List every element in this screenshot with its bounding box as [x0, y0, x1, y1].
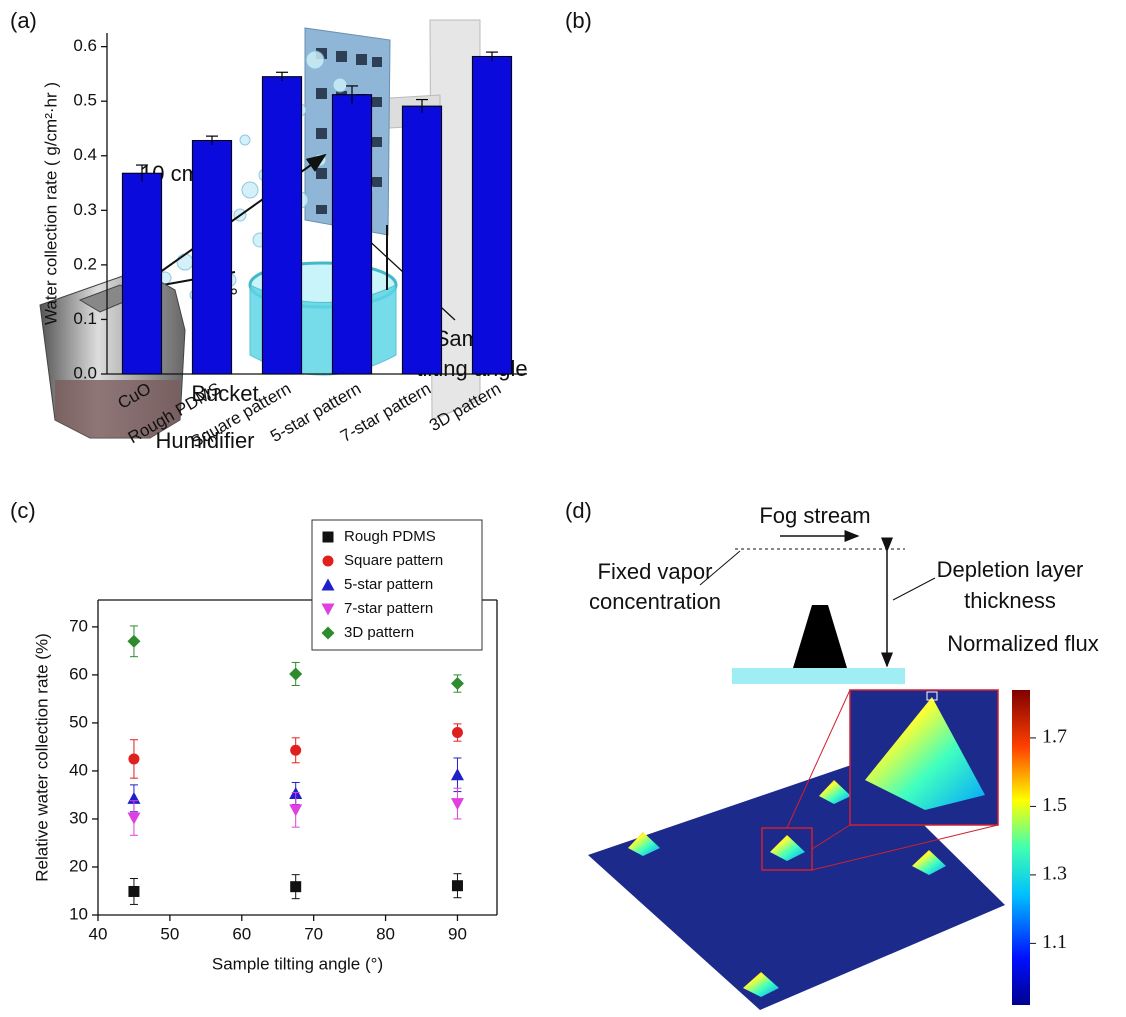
inset-pyramid	[865, 697, 985, 810]
zoom-line	[811, 824, 999, 871]
y-tick-label: 30	[69, 808, 88, 827]
point	[451, 727, 463, 739]
y-tick-label: 20	[69, 856, 88, 875]
bar	[121, 172, 163, 375]
y-tick-label: 0.0	[73, 363, 97, 382]
point	[127, 634, 141, 648]
y-tick-label: 0.5	[73, 91, 97, 110]
y-tick-label: 50	[69, 712, 88, 731]
apex	[926, 691, 938, 701]
colorbar	[1012, 690, 1030, 1005]
zoom-line	[786, 689, 851, 829]
y-tick-label: 40	[69, 760, 88, 779]
point	[290, 744, 302, 756]
fog-label: Fog stream	[759, 503, 870, 528]
y-tick-label: 60	[69, 664, 88, 683]
legend-marker	[322, 531, 334, 543]
y-tick-label: 0.6	[73, 36, 97, 55]
y-tick-label: 0.1	[73, 309, 97, 328]
colorbar-title: Normalized flux	[947, 631, 1099, 656]
legend-label: 7-star pattern	[344, 600, 433, 617]
bar	[191, 139, 233, 375]
x-tick-label: 40	[89, 924, 108, 943]
bar	[471, 55, 513, 375]
zoom-line	[811, 824, 851, 850]
x-tick-label: 80	[376, 924, 395, 943]
bar	[401, 105, 443, 375]
point	[450, 798, 464, 811]
point	[290, 881, 302, 893]
y-tick-label: 10	[69, 904, 88, 923]
legend-box	[311, 519, 483, 651]
point	[289, 804, 303, 817]
y-tick-label: 0.4	[73, 145, 97, 164]
panel-label: (c)	[10, 498, 36, 523]
humidifier-label: Humidifier	[155, 428, 254, 453]
colorbar-tick-label: 1.1	[1042, 931, 1067, 953]
point	[289, 667, 303, 681]
humidifier-base	[55, 380, 180, 438]
leader	[892, 577, 936, 601]
legend-label: 3D pattern	[344, 624, 414, 641]
vapor-label: Fixed vapor	[598, 559, 713, 584]
pyramid-section	[793, 605, 847, 668]
legend-label: Square pattern	[344, 552, 443, 569]
x-tick-label: 60	[232, 924, 251, 943]
depletion-label: thickness	[964, 588, 1056, 613]
bar	[331, 94, 373, 375]
y-axis-title: Relative water collection rate (%)	[32, 633, 51, 881]
vapor-label: concentration	[589, 589, 721, 614]
panel-label: (d)	[565, 498, 592, 523]
legend-marker	[321, 578, 335, 591]
leader	[699, 550, 741, 586]
y-tick-label: 0.3	[73, 200, 97, 219]
substrate	[732, 668, 905, 684]
point	[127, 812, 141, 825]
colorbar-tick-label: 1.5	[1042, 794, 1067, 816]
legend-marker	[322, 555, 334, 567]
legend-marker	[321, 603, 335, 616]
legend-marker	[321, 626, 335, 640]
colorbar-tick-label: 1.7	[1042, 726, 1067, 748]
pyramids	[628, 780, 946, 997]
flux-illustration: Fog stream Fixed vapor concentration Dep…	[588, 503, 1083, 1010]
depletion-label: Depletion layer	[937, 557, 1084, 582]
point	[128, 885, 140, 897]
y-tick-label: 0.2	[73, 254, 97, 273]
legend-label: Rough PDMS	[344, 528, 436, 545]
panel-label: (a)	[10, 8, 37, 33]
legend-label: 5-star pattern	[344, 576, 433, 593]
x-tick-label: 50	[160, 924, 179, 943]
point	[450, 768, 464, 781]
point	[451, 880, 463, 892]
panel-label: (b)	[565, 8, 592, 33]
bucket-label: Bucket	[191, 381, 258, 406]
bar	[261, 76, 303, 375]
x-tick-label: 70	[304, 924, 323, 943]
y-tick-label: 70	[69, 616, 88, 635]
point	[128, 753, 140, 765]
x-tick-label: 90	[448, 924, 467, 943]
point	[450, 677, 464, 691]
y-axis-title: Water collection rate ( g/cm²·hr )	[41, 82, 60, 325]
x-axis-title: Sample tilting angle (°)	[212, 954, 383, 973]
colorbar-tick-label: 1.3	[1042, 862, 1067, 884]
